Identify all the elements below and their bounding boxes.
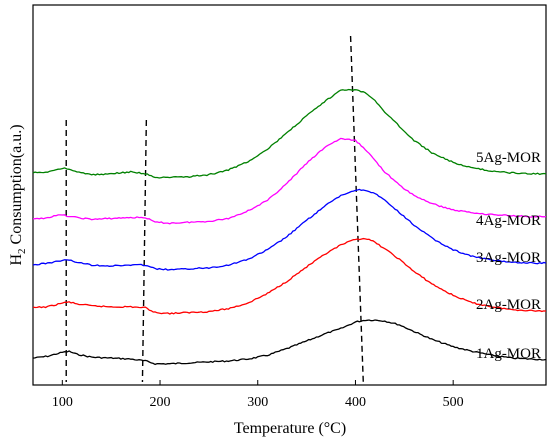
- x-tick-label: 400: [345, 395, 366, 410]
- x-tick-label: 300: [247, 395, 268, 410]
- series-label: 3Ag-MOR: [476, 250, 541, 266]
- x-axis-ticks: 100 200 300 400 500: [52, 380, 464, 410]
- series-line-1ag-mor: [32, 319, 547, 366]
- x-tick-label: 500: [443, 395, 464, 410]
- series-label: 5Ag-MOR: [476, 150, 541, 166]
- series-label: 2Ag-MOR: [476, 297, 541, 313]
- series-line-4ag-mor: [32, 137, 547, 225]
- dashed-guides: [65, 35, 364, 383]
- series-label: 4Ag-MOR: [476, 213, 541, 229]
- dashed-guide-line: [141, 119, 148, 383]
- x-axis-title: Temperature (°C): [234, 420, 346, 437]
- dashed-guide-line: [349, 35, 364, 383]
- x-tick-label: 200: [150, 395, 171, 410]
- x-tick-label: 100: [52, 395, 73, 410]
- series-line-5ag-mor: [32, 88, 547, 179]
- plot-frame: [32, 4, 547, 386]
- series-line-3ag-mor: [32, 188, 547, 271]
- series-line-2ag-mor: [32, 237, 547, 315]
- series-label: 1Ag-MOR: [476, 346, 541, 362]
- y-axis-title: H2 Consumption(a.u.): [8, 124, 28, 265]
- series-lines: [32, 88, 547, 366]
- series-labels: 1Ag-MOR 2Ag-MOR 3Ag-MOR 4Ag-MOR 5Ag-MOR: [476, 150, 541, 362]
